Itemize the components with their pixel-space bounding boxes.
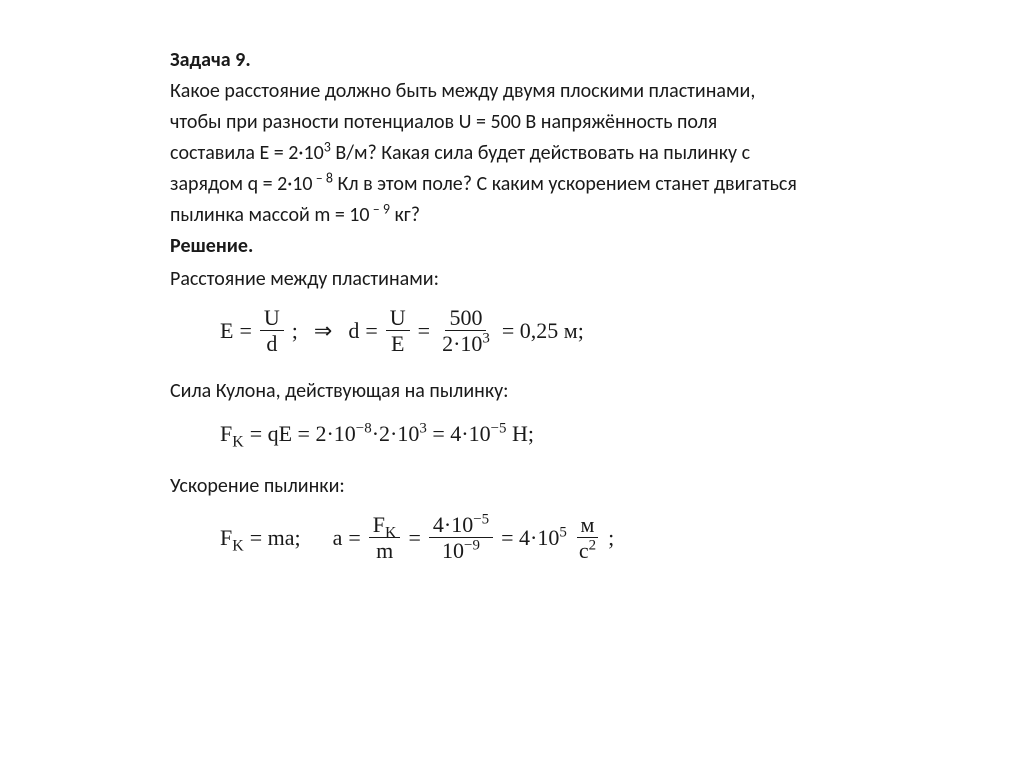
exponent: 5: [559, 524, 566, 540]
step-distance-label: Расстояние между пластинами:: [170, 265, 964, 294]
var-a: a: [333, 522, 343, 554]
eq-block: FK = ma;: [220, 522, 301, 554]
exponent: 3: [482, 331, 489, 347]
denominator: 2·103: [438, 331, 494, 355]
subscript: K: [232, 434, 243, 451]
denominator: d: [262, 331, 281, 355]
formula-distance: E = U d ; ⇒ d = U E = 500 2·103 = 0,25 м: [220, 306, 964, 355]
text-fragment: составила E = 2·10: [170, 141, 324, 165]
fraction: U E: [386, 306, 410, 355]
fraction: 500 2·103: [438, 306, 494, 355]
exponent: 3: [324, 138, 331, 155]
text-fragment: кг?: [390, 203, 420, 227]
numerator: 4·10−5: [429, 513, 493, 538]
problem-line-3: составила E = 2·103 В/м? Какая сила буде…: [170, 139, 964, 168]
numerator: U: [260, 306, 284, 331]
problem-line-4: зарядом q = 2·10 – 8 Кл в этом поле? С к…: [170, 170, 964, 199]
text-fragment: c: [579, 538, 589, 563]
text-fragment: 4·10: [433, 512, 473, 537]
exponent: 3: [419, 421, 426, 437]
var-d: d: [348, 315, 359, 347]
step-force-label: Сила Кулона, действующая на пылинку:: [170, 377, 964, 406]
formula-force: FK = qE = 2·10−8·2·103 = 4·10−5 H;: [220, 418, 964, 450]
text-fragment: В/м? Какая сила будет действовать на пыл…: [331, 141, 750, 165]
unit-fraction: м c2: [575, 513, 600, 562]
symbol: F: [373, 512, 385, 537]
eq-block: a = FK m = 4·10−5 10−9 = 4·105: [333, 513, 615, 562]
step-accel-label: Ускорение пылинки:: [170, 472, 964, 501]
equals: =: [418, 315, 430, 347]
equals: =: [365, 315, 377, 347]
problem-line-5: пылинка массой m = 10 – 9 кг?: [170, 201, 964, 230]
problem-line-1: Какое расстояние должно быть между двумя…: [170, 77, 964, 106]
text-fragment: = qE = 2·10: [250, 421, 356, 446]
expression: = ma;: [250, 522, 301, 554]
denominator: E: [387, 331, 408, 355]
equals: =: [408, 522, 420, 554]
eq-block: FK = qE = 2·10−8·2·103 = 4·10−5 H;: [220, 418, 534, 450]
numerator: U: [386, 306, 410, 331]
semicolon: ;: [292, 315, 298, 347]
solution-label: Решение.: [170, 232, 964, 261]
text-fragment: Кл в этом поле? С каким ускорением стане…: [333, 172, 797, 196]
numerator: 500: [445, 306, 486, 331]
exponent: – 8: [313, 169, 333, 186]
text-fragment: 10: [442, 538, 464, 563]
fraction: FK m: [369, 513, 401, 562]
arrow-icon: ⇒: [314, 315, 332, 347]
semicolon: ;: [608, 522, 614, 554]
problem-title: Задача 9.: [170, 46, 964, 75]
var-F: FK: [220, 418, 244, 450]
denominator: m: [372, 538, 397, 562]
exponent: −8: [356, 421, 372, 437]
text-fragment: = 4·10: [501, 525, 559, 550]
equals: =: [239, 315, 251, 347]
exponent: −5: [491, 421, 507, 437]
eq-block: d = U E = 500 2·103 = 0,25 м;: [348, 306, 584, 355]
var-E: E: [220, 315, 233, 347]
text-fragment: H;: [507, 421, 535, 446]
page: Задача 9. Какое расстояние должно быть м…: [0, 0, 1024, 768]
problem-line-2: чтобы при разности потенциалов U = 500 В…: [170, 108, 964, 137]
numerator: м: [577, 513, 599, 538]
text-fragment: зарядом q = 2·10: [170, 172, 313, 196]
numerator: FK: [369, 513, 401, 538]
eq-block: E = U d ;: [220, 306, 298, 355]
result: = 4·105: [501, 522, 567, 554]
denominator: 10−9: [438, 538, 484, 562]
var-F: FK: [220, 522, 244, 554]
expression: = qE = 2·10−8·2·103 = 4·10−5 H;: [250, 418, 534, 450]
exponent: – 9: [370, 200, 390, 217]
exponent: 2: [589, 538, 596, 554]
symbol: F: [220, 525, 232, 550]
denominator: c2: [575, 538, 600, 562]
subscript: K: [232, 537, 243, 554]
text-fragment: = 4·10: [427, 421, 491, 446]
fraction: U d: [260, 306, 284, 355]
exponent: −5: [473, 512, 489, 528]
symbol: F: [220, 421, 232, 446]
exponent: −9: [464, 538, 480, 554]
result: = 0,25 м;: [502, 315, 584, 347]
text-fragment: ·2·10: [372, 421, 420, 446]
fraction: 4·10−5 10−9: [429, 513, 493, 562]
formula-accel: FK = ma; a = FK m = 4·10−5 10−9: [220, 513, 964, 562]
text-fragment: 2·10: [442, 331, 482, 356]
equals: =: [348, 522, 360, 554]
text-fragment: пылинка массой m = 10: [170, 203, 370, 227]
